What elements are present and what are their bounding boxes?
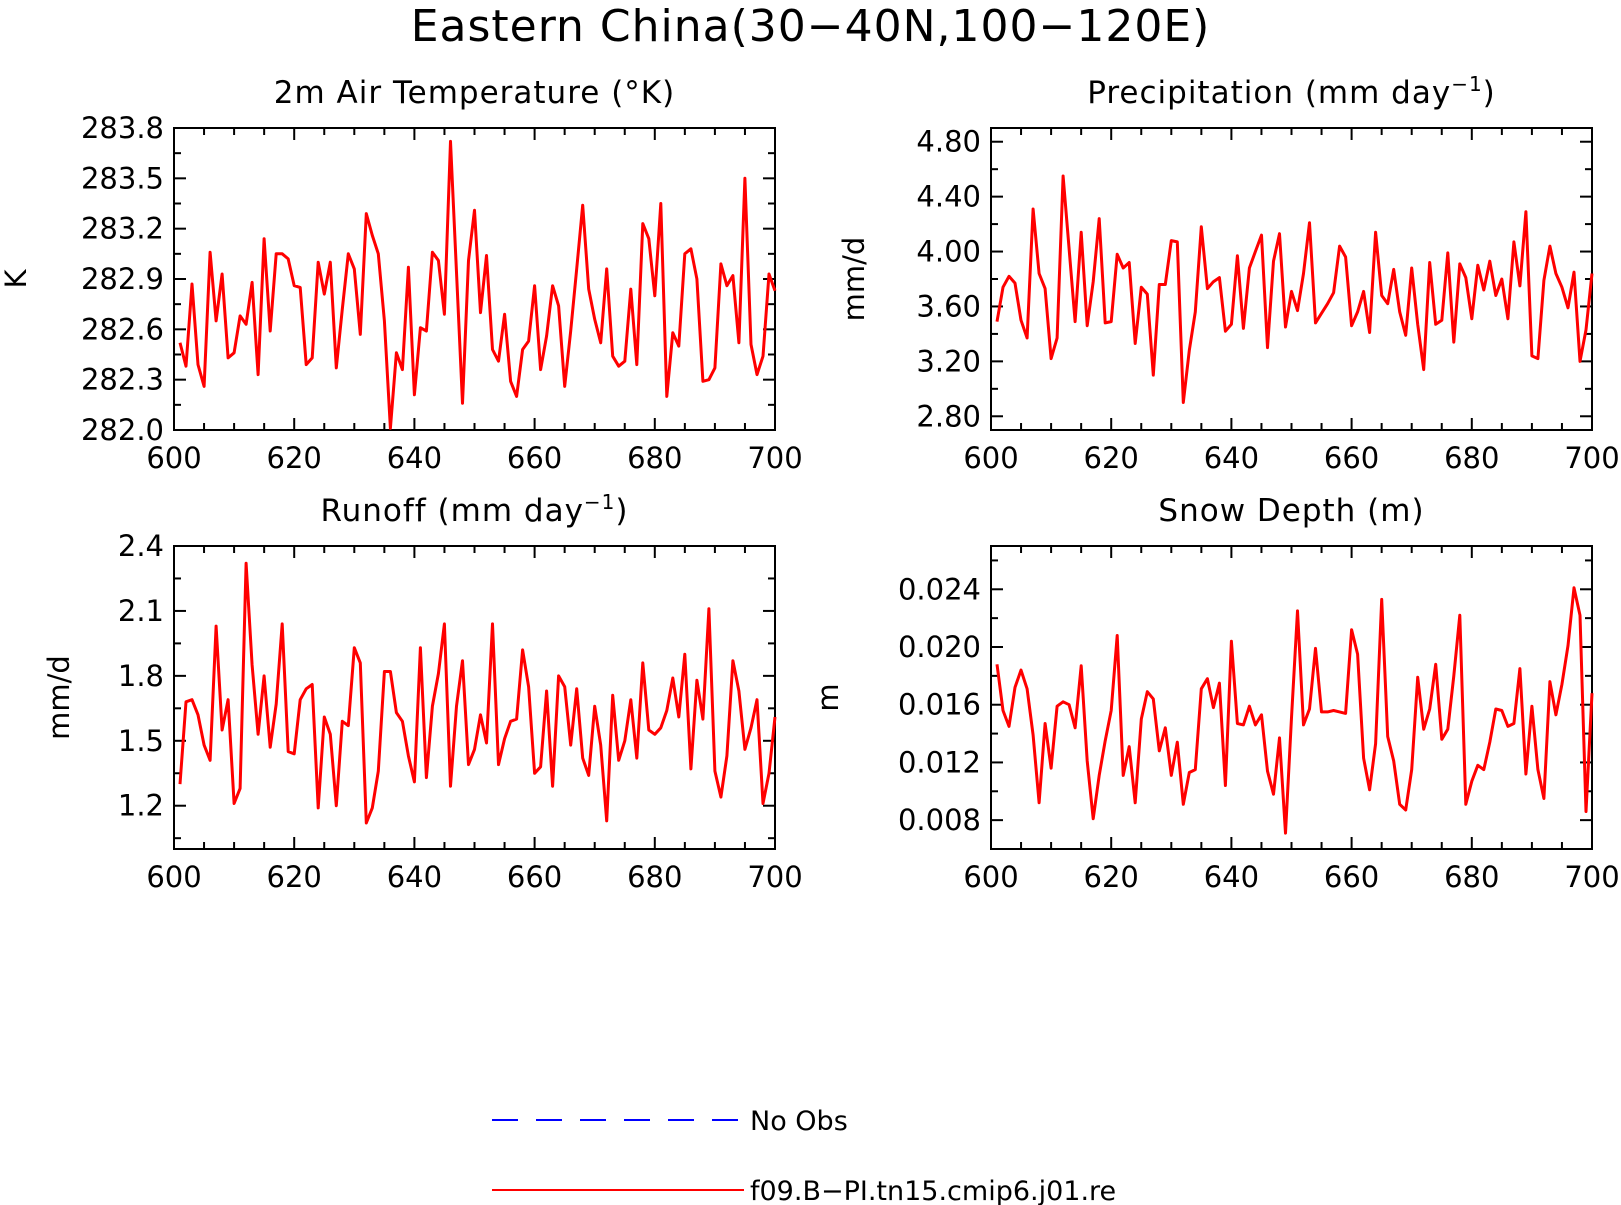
x-tick-label: 620 — [1084, 860, 1139, 894]
panel-title-main: 2m Air Temperature (°K) — [274, 75, 675, 111]
y-tick-label: 1.8 — [118, 659, 164, 693]
y-tick-label: 3.60 — [916, 289, 981, 323]
x-tick-label: 600 — [146, 860, 201, 894]
x-tick-label: 660 — [507, 441, 562, 475]
x-tick-label: 660 — [507, 860, 562, 894]
series-line-1 — [995, 174, 1594, 404]
y-tick-label: 283.5 — [81, 161, 164, 195]
x-tick-label: 680 — [627, 441, 682, 475]
x-tick-label: 620 — [1084, 441, 1139, 475]
x-tick-label: 640 — [1204, 441, 1259, 475]
y-axis-label: mm/d — [837, 237, 871, 322]
y-axis-label: m — [811, 683, 845, 711]
y-tick-label: 282.0 — [81, 413, 164, 447]
y-tick-label: 283.2 — [81, 212, 164, 246]
panel-title: Snow Depth (m) — [1158, 493, 1424, 529]
panel-title-end: ) — [1483, 75, 1496, 111]
plot-frame — [173, 545, 776, 850]
y-tick-label: 2.80 — [916, 399, 981, 433]
y-axis-label: mm/d — [42, 655, 76, 740]
y-axis-label: K — [0, 269, 33, 289]
x-tick-label: 640 — [387, 860, 442, 894]
x-tick-label: 660 — [1324, 860, 1379, 894]
y-tick-label: 0.012 — [898, 745, 981, 779]
panel-title: Runoff (mm day−1) — [320, 490, 628, 529]
y-tick-label: 0.008 — [898, 803, 981, 837]
x-tick-label: 600 — [146, 441, 201, 475]
panel-title-sup: −1 — [584, 490, 615, 514]
y-tick-label: 1.2 — [118, 789, 164, 823]
figure-title: Eastern China(30−40N,100−120E) — [410, 1, 1211, 52]
x-tick-label: 600 — [963, 441, 1018, 475]
x-tick-label: 660 — [1324, 441, 1379, 475]
y-tick-label: 0.020 — [898, 630, 981, 664]
y-tick-label: 1.5 — [118, 724, 164, 758]
chart-panel-2: Precipitation (mm day−1) 600 620 640 660 680 7… — [837, 72, 1620, 475]
x-tick-label: 700 — [747, 441, 802, 475]
x-tick-label: 620 — [267, 860, 322, 894]
x-tick-label: 640 — [1204, 860, 1259, 894]
y-tick-label: 282.3 — [81, 363, 164, 397]
x-tick-label: 680 — [1444, 860, 1499, 894]
panel-title: 2m Air Temperature (°K) — [274, 75, 675, 111]
x-tick-label: 600 — [963, 860, 1018, 894]
x-tick-label: 620 — [267, 441, 322, 475]
y-tick-label: 282.9 — [81, 262, 164, 296]
x-tick-label: 700 — [1564, 441, 1619, 475]
panel-title: Precipitation (mm day−1) — [1087, 72, 1496, 111]
y-tick-label: 283.8 — [81, 111, 164, 145]
x-tick-label: 680 — [627, 860, 682, 894]
y-tick-label: 0.024 — [898, 572, 981, 606]
x-tick-label: 680 — [1444, 441, 1499, 475]
y-tick-label: 4.00 — [916, 235, 981, 269]
series-line-1 — [178, 139, 777, 430]
y-tick-label: 282.6 — [81, 312, 164, 346]
panel-title-main: Precipitation (mm day — [1087, 75, 1451, 111]
panel-title-main: Runoff (mm day — [320, 493, 583, 529]
series-line-1 — [995, 586, 1594, 835]
x-tick-label: 640 — [387, 441, 442, 475]
chart-panel-3: Runoff (mm day−1) 600 620 640 660 680 700 1.2 1.… — [42, 490, 803, 894]
legend-label-1: No Obs — [750, 1106, 848, 1137]
y-tick-label: 3.20 — [916, 344, 981, 378]
y-tick-label: 2.4 — [118, 529, 164, 563]
x-tick-label: 700 — [1564, 860, 1619, 894]
panel-title-sup: −1 — [1451, 72, 1482, 96]
panel-title-main: Snow Depth (m) — [1158, 493, 1424, 529]
plot-frame — [173, 127, 776, 431]
legend: No Obs f09.B−PI.tn15.cmip6.j01.re — [492, 1106, 1116, 1205]
panel-title-end: ) — [615, 493, 628, 529]
x-tick-label: 700 — [747, 860, 802, 894]
y-tick-label: 0.016 — [898, 688, 981, 722]
series-line-1 — [178, 561, 777, 825]
legend-label-2: f09.B−PI.tn15.cmip6.j01.re — [750, 1176, 1116, 1205]
y-tick-label: 4.80 — [916, 125, 981, 159]
chart-panel-4: Snow Depth (m) 600 620 640 660 680 700 0.008 0.0… — [811, 493, 1620, 894]
y-tick-label: 2.1 — [118, 594, 164, 628]
chart-panel-1: 2m Air Temperature (°K) 600 620 640 660 680 70… — [0, 75, 803, 475]
y-tick-label: 4.40 — [916, 180, 981, 214]
